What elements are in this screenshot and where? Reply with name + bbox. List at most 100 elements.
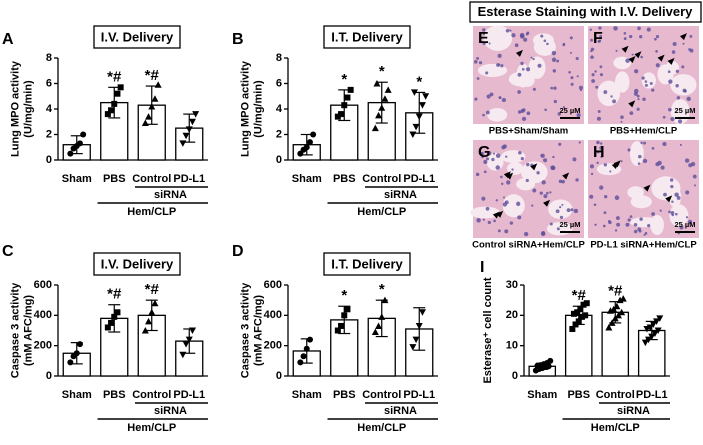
data-point: [151, 95, 159, 102]
nucleus: [540, 154, 543, 157]
nucleus: [620, 120, 623, 123]
nucleus: [474, 97, 478, 101]
nucleus: [649, 82, 653, 85]
x-tick-label: PBS: [103, 389, 126, 401]
chart-title: I.V. Delivery: [101, 29, 174, 44]
nucleus: [642, 158, 648, 164]
y-tick-label: 600: [264, 279, 282, 291]
x-tick-label: Sham: [292, 389, 322, 401]
y-tick-label: 4: [276, 103, 283, 115]
y-tick-label: 0: [512, 370, 518, 382]
data-point: [575, 318, 582, 325]
subgroup-label: siRNA: [154, 405, 187, 417]
nucleus: [655, 35, 660, 39]
nucleus: [509, 29, 512, 32]
y-tick-label: 200: [34, 340, 52, 352]
data-point: [608, 319, 616, 326]
nucleus: [576, 75, 579, 78]
micrograph-caption: Control siRNA+Hem/CLP: [472, 240, 585, 251]
nucleus: [688, 163, 693, 168]
nucleus: [662, 141, 667, 147]
nucleus: [556, 59, 560, 63]
data-point: [185, 126, 193, 133]
nucleus: [518, 151, 522, 155]
data-point: [306, 139, 313, 146]
y-tick-label: 4: [46, 103, 53, 115]
data-point: [344, 306, 351, 313]
nucleus: [644, 232, 648, 235]
nucleus: [488, 42, 491, 45]
data-point: [645, 336, 653, 344]
nucleus: [521, 116, 527, 122]
x-tick-label: Control: [132, 389, 171, 401]
significance: *#: [572, 287, 587, 304]
data-point: [154, 81, 162, 88]
nucleus: [558, 142, 562, 146]
x-tick-label: PD-L1: [173, 173, 205, 185]
data-point: [381, 95, 389, 102]
nucleus: [676, 196, 681, 200]
data-point: [378, 104, 386, 111]
nucleus: [668, 79, 673, 84]
nucleus: [504, 200, 509, 205]
data-point: [651, 330, 659, 338]
data-point: [185, 336, 193, 344]
nucleus: [514, 43, 519, 48]
data-point: [371, 124, 379, 132]
nucleus: [485, 71, 489, 75]
data-point: [73, 350, 80, 357]
nucleus: [599, 73, 604, 77]
alveolus: [669, 204, 689, 227]
nucleus: [530, 56, 533, 59]
data-point: [375, 111, 383, 119]
nucleus: [685, 216, 689, 219]
nucleus: [487, 151, 492, 156]
data-point: [179, 351, 187, 359]
nucleus: [633, 91, 638, 96]
data-point: [303, 144, 310, 151]
data-point: [114, 90, 121, 97]
arrowhead: [665, 195, 673, 203]
nucleus: [672, 41, 677, 47]
nucleus: [608, 220, 612, 225]
x-tick-label: PD-L1: [173, 389, 205, 401]
nucleus: [639, 217, 643, 221]
y-axis-label: Lung MPO activity: [9, 60, 21, 157]
nucleus: [532, 57, 535, 61]
nucleus: [556, 227, 560, 231]
data-point: [547, 357, 554, 364]
nucleus: [482, 33, 486, 36]
title-box: [323, 25, 411, 49]
data-point: [378, 313, 386, 320]
nucleus: [598, 26, 602, 30]
data-point: [570, 310, 577, 317]
panel-letter: D: [232, 243, 244, 260]
nucleus: [492, 152, 496, 155]
arrowhead: [506, 172, 514, 180]
nucleus: [646, 27, 651, 32]
data-point: [117, 84, 124, 91]
nucleus: [540, 34, 544, 38]
arrowhead: [667, 57, 675, 65]
significance: *#: [145, 281, 160, 298]
alveolus: [528, 56, 546, 79]
panel-letter: B: [232, 31, 244, 48]
nucleus: [599, 185, 604, 190]
nucleus: [589, 164, 595, 169]
nucleus: [491, 157, 495, 162]
data-point: [80, 131, 87, 138]
data-point: [619, 295, 627, 302]
data-point: [334, 113, 341, 120]
chart-title: I.T. Delivery: [331, 256, 403, 271]
nucleus: [681, 65, 685, 69]
nucleus: [614, 229, 618, 232]
nucleus: [589, 28, 593, 31]
data-point: [580, 301, 587, 308]
nucleus: [667, 70, 671, 74]
nucleus: [476, 218, 481, 223]
nucleus: [674, 192, 679, 197]
nucleus: [596, 140, 600, 145]
nucleus: [651, 88, 655, 92]
data-point: [412, 123, 420, 131]
